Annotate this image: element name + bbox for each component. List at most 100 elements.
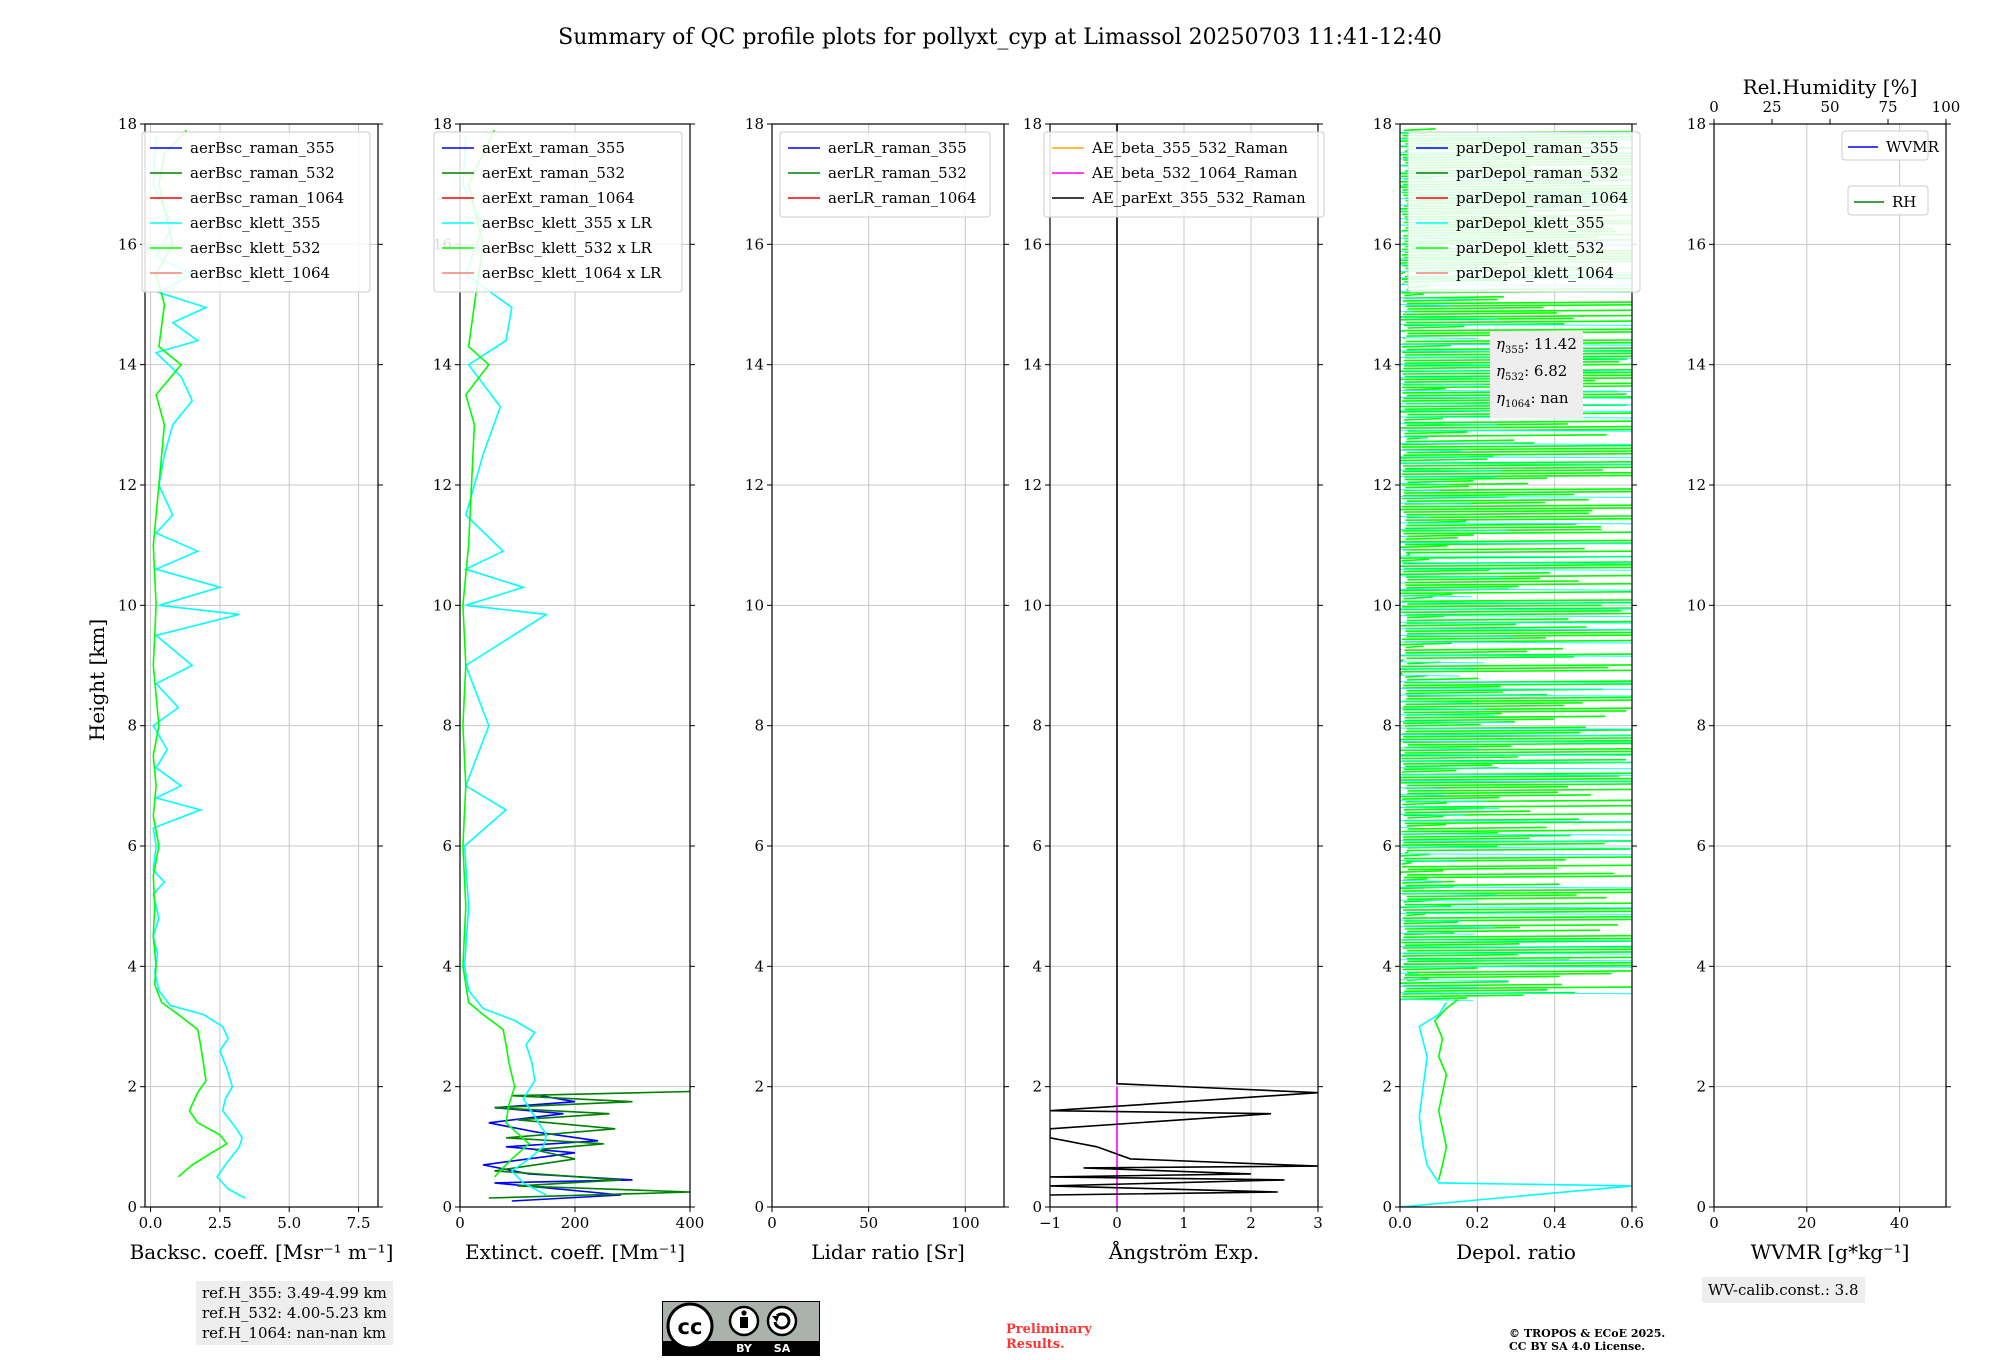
x-tick-label: 200	[561, 1214, 590, 1232]
eta-1064: η1064: nan	[1496, 389, 1569, 410]
x-tick-label: 0.6	[1620, 1214, 1644, 1232]
legend-label: aerBsc_klett_1064 x LR	[482, 264, 662, 282]
eta-1064-sub: 1064	[1505, 399, 1531, 410]
series-line-aerext-raman-532	[488, 1090, 690, 1199]
y-tick-label: 14	[433, 356, 452, 374]
legend-box	[1841, 130, 1929, 161]
cc-icon: cc	[678, 1315, 703, 1339]
y-tick-label: 18	[1687, 115, 1706, 133]
legend: AE_beta_355_532_Raman AE_beta_532_1064_Ra…	[1043, 131, 1325, 218]
legend-label: AE_beta_532_1064_Raman	[1091, 164, 1298, 182]
y-tick-label: 0	[127, 1198, 137, 1216]
series-line-aerbsc-klett-532	[152, 129, 228, 1178]
y-tick-label: 2	[1696, 1078, 1706, 1096]
y-tick-label: 8	[754, 717, 764, 735]
x-tick-label: 3	[1313, 1214, 1323, 1232]
y-tick-label: 4	[1032, 957, 1042, 975]
x-tick-label: 0	[455, 1214, 465, 1232]
legend-label: aerBsc_raman_1064	[190, 189, 344, 207]
copyright-line-2: CC BY SA 4.0 License.	[1509, 1340, 1646, 1353]
x-tick-label: 40	[1890, 1214, 1909, 1232]
y-tick-label: 18	[1373, 115, 1392, 133]
eta-355: η355: 11.42	[1496, 335, 1577, 356]
eta-355-value: : 11.42	[1524, 335, 1577, 353]
y-tick-label: 8	[1696, 717, 1706, 735]
y-tick-label: 0	[442, 1198, 452, 1216]
y-tick-label: 0	[1696, 1198, 1706, 1216]
legend-label: RH	[1892, 193, 1916, 211]
y-tick-label: 14	[745, 356, 764, 374]
legend-label: aerBsc_klett_532 x LR	[482, 239, 653, 257]
y-tick-label: 18	[433, 115, 452, 133]
y-tick-label: 0	[1032, 1198, 1042, 1216]
legend-label: aerLR_raman_1064	[828, 189, 976, 207]
wv-calib-text: WV-calib.const.: 3.8	[1708, 1281, 1859, 1299]
preliminary-line-1: Preliminary	[1006, 1322, 1092, 1337]
y-tick-label: 14	[118, 356, 137, 374]
x-tick-label: 0.0	[1388, 1214, 1412, 1232]
y-tick-label: 8	[442, 717, 452, 735]
y-tick-label: 12	[1373, 476, 1392, 494]
legend-label: aerLR_raman_532	[828, 164, 967, 182]
legend-label: aerLR_raman_355	[828, 139, 967, 157]
ref-height-1064: ref.H_1064: nan-nan km	[202, 1324, 387, 1342]
legend-box	[779, 131, 991, 218]
legend-label: parDepol_klett_1064	[1456, 264, 1614, 282]
eta-355-sub: 355	[1505, 345, 1525, 356]
x2-tick-label: 75	[1878, 98, 1897, 116]
legend-label: parDepol_klett_355	[1456, 214, 1605, 232]
y-tick-label: 12	[1023, 476, 1042, 494]
sa-label: SA	[774, 1342, 791, 1355]
legend-label: aerBsc_raman_532	[190, 164, 335, 182]
series-line-aerbsc-klett-355-x-lr	[462, 135, 549, 1196]
legend-label: parDepol_raman_355	[1456, 139, 1619, 157]
legend-box	[433, 131, 683, 293]
y-tick-label: 10	[118, 596, 137, 614]
y-tick-label: 12	[433, 476, 452, 494]
x2-axis-label: Rel.Humidity [%]	[1743, 75, 1918, 99]
legend-label: aerBsc_raman_355	[190, 139, 335, 157]
y-tick-label: 6	[1696, 837, 1706, 855]
panel-3: 0 50 100 0 2 4 6 8 10 12 14 16 18 Lidar ratio [Sr] aer…	[745, 115, 1009, 1264]
y-tick-label: 14	[1023, 356, 1042, 374]
y-tick-label: 16	[118, 235, 137, 253]
y-tick-label: 2	[1382, 1078, 1392, 1096]
wv-calib-box: WV-calib.const.: 3.8	[1702, 1277, 1865, 1303]
y-tick-label: 4	[1696, 957, 1706, 975]
x-tick-label: 1	[1179, 1214, 1189, 1232]
y-tick-label: 4	[442, 957, 452, 975]
legend-label: aerBsc_klett_1064	[190, 264, 330, 282]
y-tick-label: 6	[1032, 837, 1042, 855]
y-tick-label: 18	[745, 115, 764, 133]
x-tick-label: 0.2	[1465, 1214, 1489, 1232]
y-tick-label: 2	[127, 1078, 137, 1096]
legend-box	[141, 131, 371, 293]
x-axis-label: WVMR [g*kg⁻¹]	[1751, 1240, 1910, 1264]
eta-532: η532: 6.82	[1496, 362, 1568, 383]
legend-label: aerExt_raman_355	[482, 139, 625, 157]
series-line-ae-parext-355-532-raman	[1050, 124, 1318, 1196]
eta-532-sub: 532	[1505, 372, 1525, 383]
cc-license-badge: cc BY SA	[662, 1301, 820, 1356]
panel-1: 0.0 2.5 5.0 7.5 0 2 4 6 8 10 12 14 16 18 Backsc. coeff…	[118, 115, 393, 1264]
x-tick-label: 7.5	[347, 1214, 371, 1232]
legend-box	[1847, 185, 1929, 216]
x2-tick-label: 50	[1820, 98, 1839, 116]
legend-box	[1043, 131, 1325, 218]
x-tick-label: 0	[1709, 1214, 1719, 1232]
series-line-pardepol-klett-532	[1433, 998, 1459, 1181]
legend-label: aerExt_raman_532	[482, 164, 625, 182]
x-tick-label: 0.4	[1543, 1214, 1567, 1232]
x-tick-label: 400	[676, 1214, 705, 1232]
y-tick-label: 8	[1032, 717, 1042, 735]
eta-box: η355: 11.42 η532: 6.82 η1064: nan	[1490, 331, 1583, 418]
x-tick-label: 0	[767, 1214, 777, 1232]
legend-label: AE_parExt_355_532_Raman	[1091, 189, 1306, 207]
sa-icon	[766, 1305, 798, 1337]
y-tick-label: 14	[1687, 356, 1706, 374]
y-tick-label: 4	[1382, 957, 1392, 975]
y-tick-label: 2	[442, 1078, 452, 1096]
